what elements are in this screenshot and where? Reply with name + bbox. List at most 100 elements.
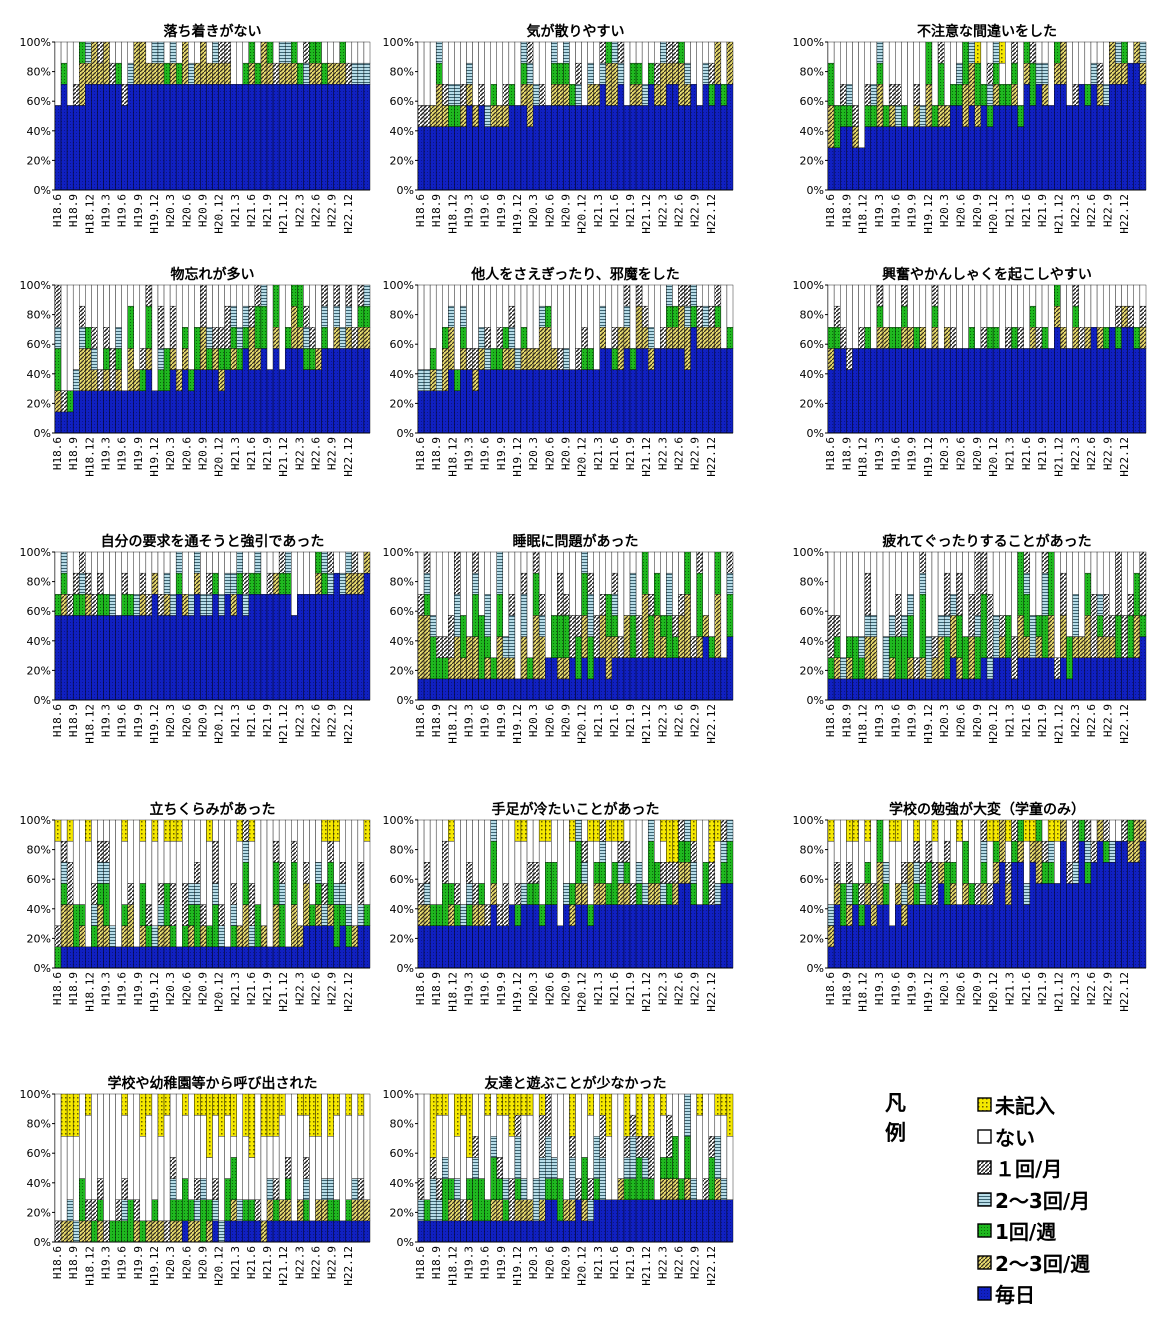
bar-segment-w23 [999,636,1006,658]
bar-segment-none [943,41,951,106]
bar-segment-w1 [127,594,134,616]
bar-segment-w1 [611,615,619,637]
bar-segment-mai [297,1220,304,1243]
bar-segment-m23 [429,1178,437,1222]
x-tick-label: H19.6 [479,1246,492,1279]
bar-segment-none [864,840,872,863]
y-tick-label: 60% [27,873,51,886]
bar-segment-none [1072,551,1079,595]
bar-segment-mai [895,904,902,969]
bar-segment-mai [206,84,213,191]
bar-segment-mai [629,369,637,434]
bar-segment-m1 [303,41,310,64]
bar-segment-mai [1066,348,1073,434]
bar-segment-na [1023,819,1031,842]
x-tick-label: H18.12 [83,1246,96,1286]
bar-segment-w1 [327,862,334,905]
bar-segment-m1 [672,862,679,884]
bar-segment-none [139,840,147,884]
bar-segment-w1 [852,883,859,905]
bar-segment-mai [357,594,365,701]
x-tick-label: H20.12 [576,972,589,1012]
bar-segment-mai [508,369,516,434]
bar-segment-mai [85,946,92,969]
bar-segment-w1 [1139,615,1147,637]
bar-segment-w1 [888,327,896,349]
bar-segment-m23 [351,62,359,85]
bar-segment-mai [876,678,884,701]
x-tick-label: H20.9 [559,1246,572,1279]
bar-segment-w1 [666,883,673,905]
bar-segment-mai [1096,348,1104,434]
bar-segment-w23 [145,1220,153,1243]
y-tick-label: 20% [800,397,824,410]
bar-segment-na [194,1093,201,1116]
bar-segment-w1 [121,594,128,616]
bar-segment-m1 [248,305,256,328]
x-tick-label: H21.6 [608,1246,621,1279]
bar-segment-mai [520,369,528,434]
bar-segment-w23 [357,1199,365,1222]
bar-segment-mai [496,925,504,969]
bar-segment-mai [986,678,994,701]
bar-segment-w1 [690,305,697,328]
bar-segment-w23 [230,1199,237,1222]
bar-segment-mai [833,904,841,969]
bar-segment-none [242,41,250,64]
bar-segment-mai [1060,348,1067,434]
bar-segment-m1 [514,1114,522,1137]
bar-segment-w1 [60,572,68,595]
bar-segment-none [460,819,467,905]
bar-segment-none [1109,819,1116,842]
bar-segment-m23 [563,348,570,370]
bar-segment-m1 [974,551,982,616]
bar-segment-mai [593,105,600,191]
bar-segment-m23 [538,615,546,637]
bar-segment-na [242,1093,250,1137]
bar-segment-mai [1047,883,1055,969]
bar-segment-mai [236,84,243,191]
bar-segment-mai [858,678,865,701]
bar-segment-m1 [423,862,431,884]
x-tick-label: H22.9 [1101,972,1114,1005]
bar-segment-na [139,819,147,842]
bar-segment-none [508,284,516,307]
bar-segment-none [1041,284,1049,328]
bar-segment-w23 [460,348,467,370]
x-tick-label: H18.9 [430,437,443,470]
bar-segment-mai [641,105,649,191]
bar-segment-w1 [647,840,655,884]
x-tick-label: H18.6 [51,194,64,227]
x-tick-label: H20.9 [559,972,572,1005]
bar-segment-m1 [888,84,896,106]
bar-segment-w1 [593,862,600,884]
bar-segment-w1 [962,840,969,884]
bar-segment-m23 [520,41,528,64]
bar-segment-m1 [1005,862,1012,884]
bar-segment-mai [182,84,189,191]
bar-segment-w23 [303,883,310,926]
bar-segment-m23 [230,305,237,328]
bar-segment-w23 [472,636,479,680]
bar-segment-none [605,284,613,349]
bar-segment-none [514,551,522,680]
bar-segment-mai [605,678,613,701]
bar-segment-w23 [557,657,564,680]
bar-segment-mai [611,657,619,701]
x-tick-label: H22.9 [1101,437,1114,470]
x-tick-label: H21.6 [1020,704,1033,737]
bar-segment-none [115,41,122,64]
bar-segment-m23 [714,1136,722,1179]
bar-segment-mai [888,678,896,701]
bar-segment-m1 [496,327,504,349]
bar-segment-w23 [315,348,322,370]
bar-segment-w23 [629,84,637,106]
bar-segment-mai [913,904,920,969]
bar-segment-none [1023,284,1031,349]
bar-segment-m23 [194,551,201,574]
bar-segment-mai [1127,657,1134,701]
bar-segment-mai [1090,327,1098,434]
legend-swatch-icon [977,1129,992,1144]
bar-segment-none [514,41,522,106]
